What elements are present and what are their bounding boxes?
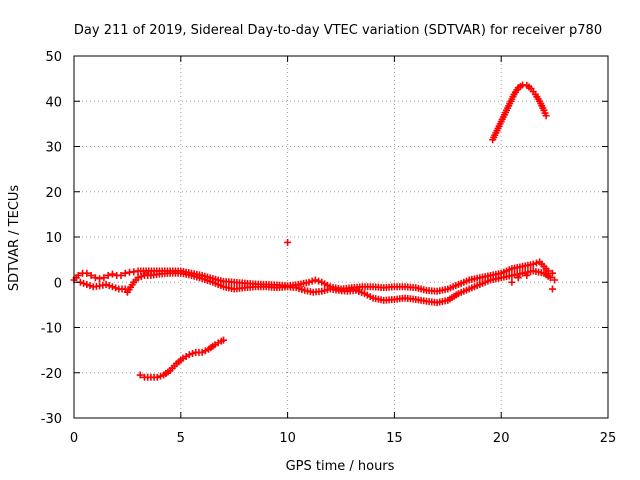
data-point (100, 274, 108, 282)
data-point (308, 277, 316, 285)
data-point (105, 282, 113, 290)
data-point (189, 350, 197, 358)
data-point (121, 269, 129, 277)
y-tick-label: 0 (54, 276, 62, 291)
series-negative-arc (136, 336, 228, 381)
data-point (153, 373, 161, 381)
data-point (74, 271, 82, 279)
data-point (157, 372, 165, 380)
data-point (523, 271, 531, 279)
data-point (508, 278, 516, 286)
data-point (542, 112, 550, 120)
y-tick-label: -20 (41, 367, 62, 382)
grid-lines (74, 56, 608, 418)
data-point (305, 278, 313, 286)
data-point (112, 284, 120, 292)
data-point (108, 270, 116, 278)
y-tick-label: 30 (45, 141, 62, 156)
data-point (185, 351, 193, 359)
data-point (86, 282, 94, 290)
data-point (546, 274, 554, 282)
data-point (96, 275, 104, 283)
x-tick-labels: 0 5 10 15 20 25 (70, 431, 616, 446)
x-tick-label: 20 (493, 431, 510, 446)
chart-title: Day 211 of 2019, Sidereal Day-to-day VTE… (74, 23, 602, 38)
data-points (70, 81, 559, 381)
data-point (529, 260, 537, 268)
y-tick-labels: -30 -20 -10 0 10 20 30 40 50 (41, 50, 62, 427)
x-tick-label: 15 (386, 431, 403, 446)
data-point (134, 274, 142, 282)
y-axis-label: SDTVAR / TECUs (7, 185, 22, 292)
data-point (102, 281, 110, 289)
data-point (548, 269, 556, 277)
series-upper-arc (489, 81, 550, 144)
y-tick-label: 50 (45, 50, 62, 65)
data-point (284, 238, 292, 246)
data-point (551, 276, 559, 284)
data-point (315, 277, 323, 285)
data-point (91, 274, 99, 282)
data-point (104, 271, 112, 279)
data-point (108, 283, 116, 291)
data-point (83, 281, 91, 289)
y-tick-label: 20 (45, 186, 62, 201)
y-tick-label: -30 (41, 412, 62, 427)
data-point (83, 269, 91, 277)
series-outliers (284, 238, 559, 293)
data-point (130, 268, 138, 276)
y-tick-label: 10 (45, 231, 62, 246)
series-lower-band (76, 267, 554, 307)
data-point (532, 259, 540, 267)
x-tick-label: 10 (279, 431, 296, 446)
axis-ticks (73, 55, 609, 419)
x-tick-label: 0 (70, 431, 78, 446)
data-point (136, 371, 144, 379)
data-point (220, 336, 228, 344)
data-point (80, 279, 88, 287)
data-point (311, 276, 319, 284)
data-point (514, 274, 522, 282)
x-tick-label: 25 (600, 431, 617, 446)
y-tick-label: -10 (41, 322, 62, 337)
x-tick-label: 5 (177, 431, 185, 446)
data-point (548, 285, 556, 293)
y-tick-label: 40 (45, 95, 62, 110)
data-point (87, 271, 95, 279)
data-point (137, 273, 145, 281)
data-point (117, 271, 125, 279)
x-axis-label: GPS time / hours (286, 459, 395, 474)
